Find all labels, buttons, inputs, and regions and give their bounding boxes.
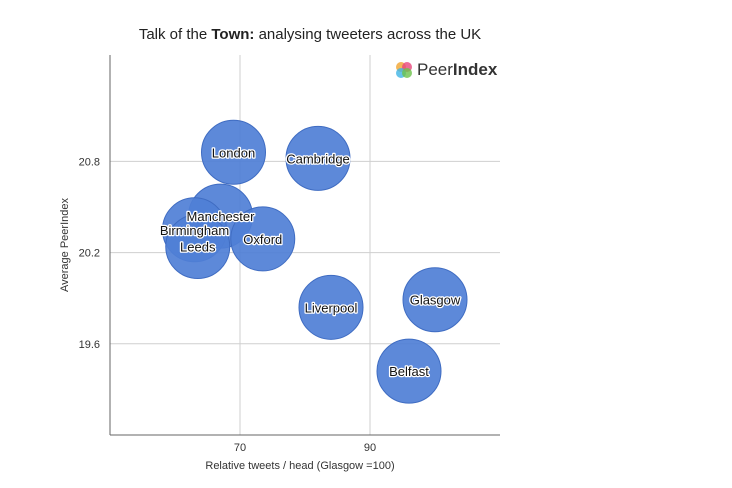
bubble-label-belfast: Belfast: [389, 364, 429, 379]
chart-title-bold: Town:: [211, 26, 255, 43]
bubble-london: [201, 119, 266, 185]
bubble-glasgow: [402, 267, 468, 333]
bubble-label-birmingham: Birmingham: [160, 223, 229, 238]
bubble-cambridge: [285, 125, 351, 191]
bubble-belfast: [376, 338, 442, 404]
chart-title-prefix: Talk of the: [138, 26, 212, 43]
y-tick-label: 19.6: [79, 339, 100, 351]
bubble-label-manchester: Manchester: [187, 209, 256, 224]
bubble-label-london: London: [212, 145, 255, 160]
chart-title: Talk of the Town: analysing tweeters acr…: [100, 26, 520, 43]
chart-title-suffix: analysing tweeters across the UK: [254, 26, 482, 43]
bubble-liverpool: [298, 274, 364, 340]
bubble-label-liverpool: Liverpool: [305, 300, 358, 315]
logo-text-peer: Peer: [417, 60, 453, 79]
peerindex-logo: Peer Index: [394, 60, 497, 80]
bubble-leeds: [165, 214, 231, 280]
y-tick-label: 20.2: [79, 248, 100, 260]
logo-text-index: Index: [452, 60, 498, 79]
x-tick-label: 70: [234, 442, 246, 454]
bubble-label-leeds: Leeds: [180, 240, 216, 255]
x-axis-label: Relative tweets / head (Glasgow =100): [205, 460, 394, 472]
y-tick-label: 20.8: [79, 156, 100, 168]
y-axis-label: Average PeerIndex: [59, 198, 71, 292]
bubble-label-cambridge: Cambridge: [286, 151, 350, 166]
bubble-label-oxford: Oxford: [243, 232, 282, 247]
bubble-label-glasgow: Glasgow: [410, 293, 461, 308]
bubble-oxford: [230, 206, 296, 272]
x-tick-label: 90: [364, 442, 376, 454]
peerindex-logo-icon: [396, 62, 412, 78]
